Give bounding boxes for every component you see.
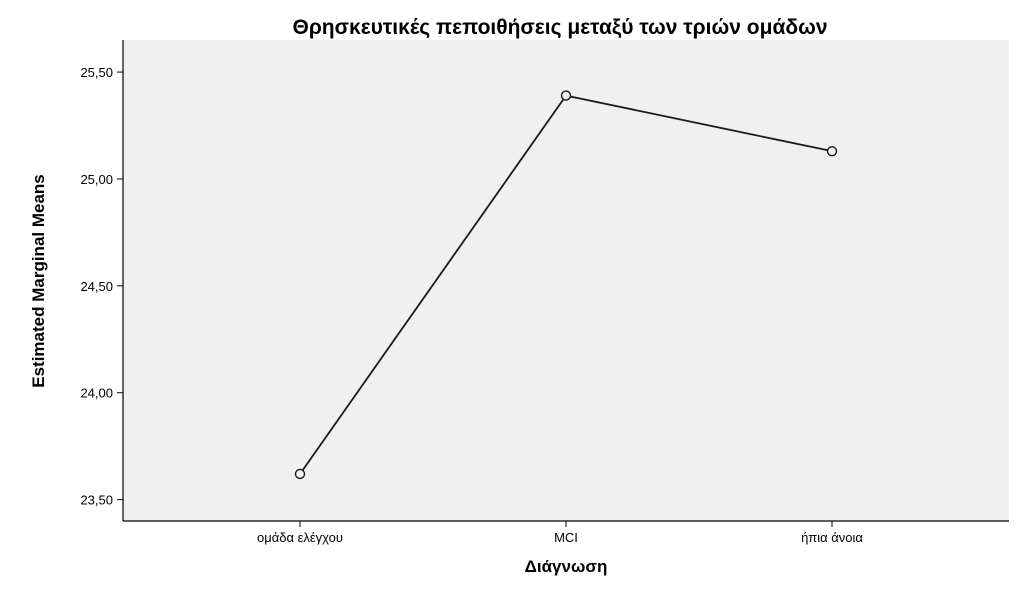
y-tick-label: 25,00 [80,172,113,187]
data-point-marker [294,468,306,480]
y-tick-label: 24,00 [80,386,113,401]
x-axis-label: Διάγνωση [525,557,608,576]
y-axis-ticks: 23,50 24,00 24,50 25,00 25,50 [80,65,123,508]
y-tick-label: 25,50 [80,65,113,80]
series-line-group [294,90,838,480]
x-tick-label: ήπια άνοια [801,530,863,545]
chart-title: Θρησκευτικές πεποιθήσεις μεταξύ των τριώ… [292,16,827,39]
data-point-marker [560,90,572,101]
plot-area [123,40,1009,521]
x-tick-label: ομάδα ελέγχου [257,530,343,545]
y-tick-label: 23,50 [80,493,113,508]
y-tick-label: 24,50 [80,279,113,294]
x-axis-ticks: ομάδα ελέγχου MCI ήπια άνοια [257,521,863,545]
x-tick-label: MCI [554,530,578,545]
data-point-marker [826,145,838,157]
y-axis-label: Estimated Marginal Means [29,174,48,388]
